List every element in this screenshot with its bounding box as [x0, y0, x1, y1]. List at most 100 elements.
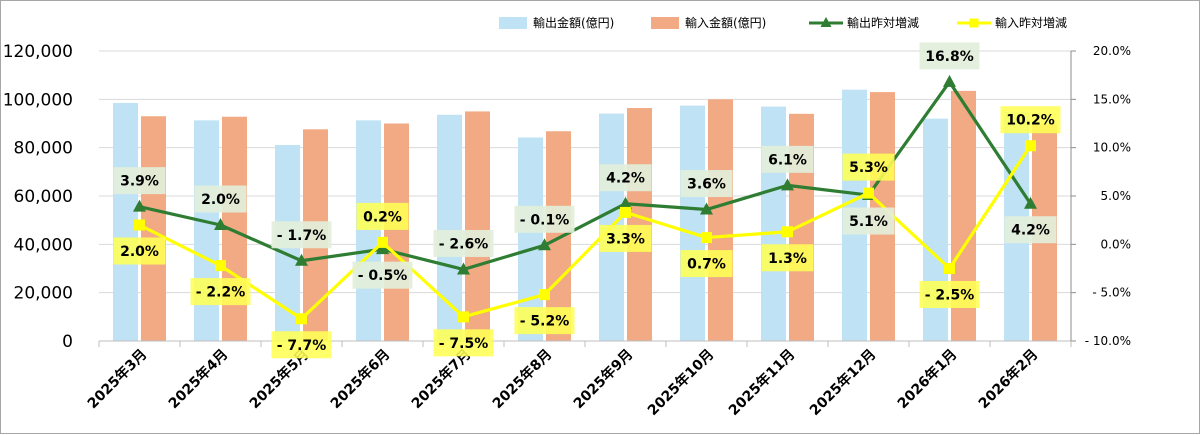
y-left-tick-label: 100,000 [3, 90, 73, 110]
legend-label: 輸出昨対増減 [847, 15, 919, 30]
import-data-label-bg [919, 281, 980, 308]
import-data-label-bg [356, 202, 409, 230]
y-right-tick-label: - 5.0% [1092, 286, 1131, 300]
import-data-label-bg [761, 244, 814, 272]
export-data-label: 4.2% [1011, 223, 1050, 239]
point [376, 242, 389, 255]
export-data-label: - 2.6% [439, 236, 489, 252]
point [700, 202, 713, 215]
bar [384, 123, 409, 341]
point [782, 226, 793, 238]
point [944, 263, 955, 274]
bar [627, 108, 652, 342]
bar [437, 114, 462, 341]
import-data-label-bg [433, 329, 494, 357]
x-tick-label: 2025年6月 [327, 346, 393, 412]
x-tick-label: 2026年2月 [975, 346, 1041, 412]
y-right-tick-label: 10.0% [1093, 141, 1131, 155]
export-data-label-bg [433, 229, 494, 257]
point [620, 206, 631, 218]
x-tick-label: 2025年10月 [644, 346, 717, 419]
export-data-label-bg [514, 205, 575, 233]
y-left-tick-label: 120,000 [3, 42, 73, 62]
bar [356, 120, 381, 341]
export-data-label: 2.0% [201, 192, 240, 208]
legend-marker [820, 17, 832, 27]
import-data-label-bg [190, 278, 251, 306]
point [863, 187, 874, 199]
import-data-label-bg [1000, 106, 1061, 134]
import-data-label-bg [680, 250, 733, 278]
export-data-label: - 1.7% [277, 228, 327, 244]
y-right-tick-label: 20.0% [1093, 44, 1131, 58]
legend-label: 輸出金額(億円) [533, 15, 614, 30]
line-series [133, 74, 1037, 325]
point [134, 219, 145, 231]
point [1024, 196, 1037, 209]
x-tick-label: 2025年11月 [725, 346, 798, 419]
bar [708, 99, 733, 341]
import-data-label: 1.3% [768, 251, 807, 267]
export-data-label-bg [113, 167, 166, 195]
export-data-label-bg [761, 145, 814, 173]
point [538, 238, 551, 251]
export-data-label: - 0.5% [358, 268, 408, 284]
y-right-tick-label: 15.0% [1093, 92, 1131, 106]
point [296, 313, 307, 325]
export-data-label: 5.1% [849, 214, 888, 230]
export-data-label: 16.8% [925, 49, 974, 65]
legend-marker [969, 18, 979, 28]
import-data-label: - 2.2% [196, 285, 246, 301]
export-data-label-bg [599, 164, 652, 192]
point [457, 262, 470, 275]
import-data-label: - 7.5% [439, 336, 489, 352]
y-right-tick-label: 5.0% [1101, 189, 1132, 203]
export-data-label: 6.1% [768, 152, 807, 168]
import-data-label: 10.2% [1006, 113, 1055, 129]
import-data-label-bg [599, 224, 652, 252]
export-data-label: 3.9% [120, 174, 159, 190]
import-data-label: 0.2% [363, 209, 402, 225]
y-left-tick-label: 40,000 [14, 235, 73, 255]
data-labels: 3.9% 2.0% - 1.7% - 0.5% - 2.6% - 0.1% 4.2% 3.6%… [113, 42, 1061, 359]
export-data-label-bg [842, 207, 895, 235]
point [539, 289, 550, 301]
y-left-tick-label: 80,000 [14, 139, 73, 159]
x-tick-label: 2025年9月 [570, 346, 636, 412]
import-data-label-bg [514, 307, 575, 335]
x-tick-label: 2025年8月 [489, 346, 555, 412]
point [295, 253, 308, 266]
export-data-label-bg [1004, 216, 1057, 244]
legend-label: 輸入金額(億円) [685, 15, 766, 30]
export-data-label-bg [352, 261, 413, 289]
export-data-label: 4.2% [606, 171, 645, 187]
import-data-label: 5.3% [849, 160, 888, 176]
export-data-label: 3.6% [687, 177, 726, 193]
legend-label: 輸入昨対増減 [995, 15, 1067, 30]
export-data-label-bg [680, 170, 733, 198]
export-data-label-bg [271, 221, 332, 249]
point [214, 218, 227, 230]
point [215, 260, 226, 272]
y-left-tick-label: 0 [62, 332, 73, 352]
bar [680, 105, 705, 341]
point [1025, 140, 1036, 152]
import-data-label: - 5.2% [520, 314, 570, 330]
bar [546, 131, 571, 341]
import-data-label: 3.3% [606, 231, 645, 247]
import-data-label-bg [271, 331, 332, 359]
point [701, 232, 712, 244]
x-tick-label: 2026年1月 [894, 346, 960, 412]
bar [761, 106, 786, 341]
legend-swatch [651, 17, 679, 29]
point [781, 178, 794, 191]
series-line [138, 144, 1032, 321]
import-data-label-bg [113, 237, 166, 265]
y-left-tick-label: 60,000 [14, 187, 73, 207]
legend: 輸出金額(億円) 輸入金額(億円) 輸出昨対増減 輸入昨対増減 [499, 15, 1067, 30]
bar [194, 120, 219, 341]
import-data-label-bg [842, 153, 895, 181]
export-data-label-bg [194, 185, 247, 213]
point [943, 74, 956, 87]
